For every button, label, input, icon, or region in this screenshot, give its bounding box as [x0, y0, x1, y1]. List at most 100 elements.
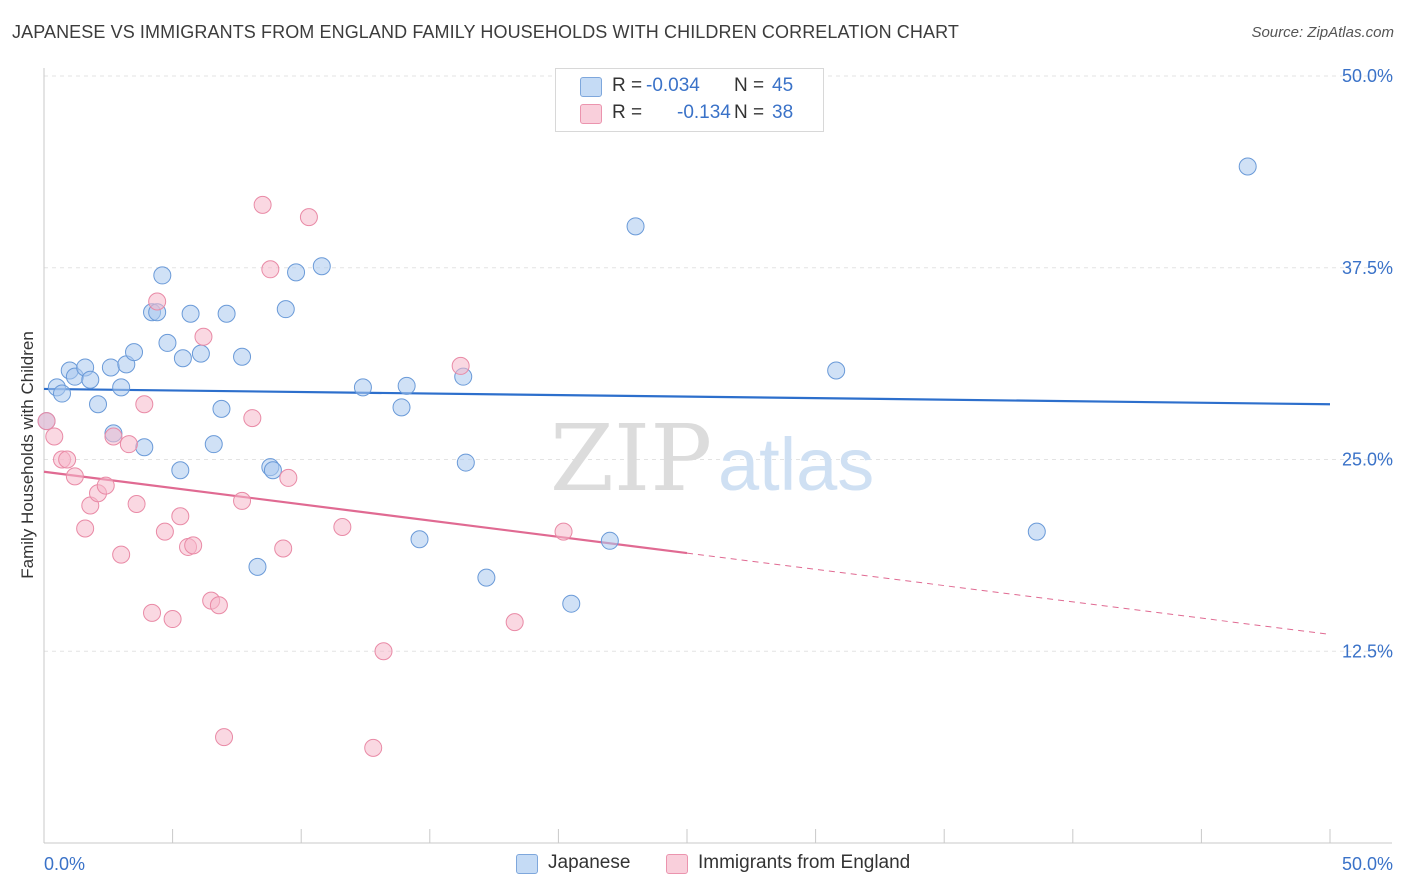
- japanese-point: [410, 530, 429, 549]
- england-point: [194, 327, 213, 346]
- japanese-trend-line: [43, 387, 1331, 406]
- japanese-point: [1027, 522, 1046, 541]
- japanese-point: [153, 266, 172, 285]
- x-tick-label: 0.0%: [44, 854, 85, 874]
- n-label: N =: [734, 75, 765, 96]
- x-ticks: [172, 829, 1331, 843]
- england-point: [253, 195, 272, 214]
- england-point: [155, 522, 174, 541]
- england-point: [184, 536, 203, 555]
- england-legend-label: Immigrants from England: [698, 852, 911, 873]
- england-point: [58, 450, 77, 469]
- japanese-point: [827, 361, 846, 380]
- n-value-japanese: 45: [772, 75, 794, 96]
- japanese-point: [181, 304, 200, 323]
- y-tick-label: 37.5%: [1342, 258, 1393, 278]
- england-swatch: [580, 104, 602, 124]
- x-tick-label: 50.0%: [1342, 854, 1393, 874]
- england-trend-line-dashed: [686, 552, 1331, 635]
- england-point: [374, 642, 393, 661]
- england-point: [76, 519, 95, 538]
- trend-lines: [43, 387, 1331, 635]
- england-point: [112, 545, 131, 564]
- england-point: [45, 427, 64, 446]
- japanese-point: [204, 435, 223, 454]
- japanese-point: [135, 438, 154, 457]
- england-point: [209, 596, 228, 615]
- japanese-point: [477, 568, 496, 587]
- england-point: [215, 728, 234, 747]
- england-point: [119, 435, 138, 454]
- england-point: [299, 208, 318, 227]
- england-point: [163, 610, 182, 629]
- england-point: [451, 356, 470, 375]
- england-point: [104, 427, 123, 446]
- r-value-england: -0.134: [677, 102, 731, 123]
- england-point: [65, 467, 84, 486]
- england-point: [243, 409, 262, 428]
- england-point: [364, 738, 383, 757]
- watermark-zip: ZIP: [550, 405, 712, 512]
- england-point: [96, 476, 115, 495]
- england-point: [37, 412, 56, 431]
- japanese-point: [112, 378, 131, 397]
- england-point: [143, 603, 162, 622]
- r-value-japanese: -0.034: [646, 75, 700, 96]
- r-label: R =: [612, 102, 643, 123]
- r-label: R =: [612, 75, 643, 96]
- japanese-legend-label: Japanese: [548, 852, 631, 873]
- japanese-point: [562, 594, 581, 613]
- x-tick-labels: 0.0% 50.0%: [44, 854, 1393, 874]
- y-tick-labels: 12.5% 25.0% 37.5% 50.0%: [1342, 66, 1393, 661]
- japanese-point: [233, 347, 252, 366]
- watermark: ZIP atlas: [550, 405, 874, 512]
- england-point: [261, 260, 280, 279]
- watermark-atlas: atlas: [718, 423, 874, 506]
- japanese-point: [1238, 157, 1257, 176]
- japanese-point: [626, 217, 645, 236]
- y-tick-label: 12.5%: [1342, 641, 1393, 661]
- japanese-point: [171, 461, 190, 480]
- japanese-point: [89, 395, 108, 414]
- england-legend-swatch: [666, 854, 688, 874]
- y-tick-label: 25.0%: [1342, 450, 1393, 470]
- japanese-point: [312, 257, 331, 276]
- japanese-point: [287, 263, 306, 282]
- england-point: [148, 292, 167, 311]
- chart-title: JAPANESE VS IMMIGRANTS FROM ENGLAND FAMI…: [12, 22, 959, 42]
- japanese-point: [456, 453, 475, 472]
- england-point: [135, 395, 154, 414]
- england-point: [505, 613, 524, 632]
- japanese-point: [173, 349, 192, 368]
- japanese-point: [217, 304, 236, 323]
- japanese-point: [397, 376, 416, 395]
- japanese-point: [158, 333, 177, 352]
- data-points: [37, 157, 1257, 757]
- england-trend-line: [43, 470, 688, 555]
- japanese-point: [101, 358, 120, 377]
- japanese-swatch: [580, 77, 602, 97]
- y-axis-label: Family Households with Children: [18, 331, 37, 579]
- japanese-point: [600, 531, 619, 550]
- japanese-point: [125, 343, 144, 362]
- japanese-legend-swatch: [516, 854, 538, 874]
- japanese-point: [248, 557, 267, 576]
- england-point: [554, 522, 573, 541]
- n-label: N =: [734, 102, 765, 123]
- japanese-point: [392, 398, 411, 417]
- stats-legend: R = -0.034 N = 45 R = -0.134 N = 38: [555, 68, 824, 132]
- n-value-england: 38: [772, 102, 794, 123]
- japanese-point: [276, 300, 295, 319]
- japanese-point: [212, 399, 231, 418]
- england-point: [333, 517, 352, 536]
- japanese-point: [81, 370, 100, 389]
- source-label: Source: ZipAtlas.com: [1251, 24, 1394, 41]
- japanese-point: [191, 344, 210, 363]
- axes: [43, 68, 1392, 844]
- england-point: [233, 491, 252, 510]
- y-tick-label: 50.0%: [1342, 66, 1393, 86]
- japanese-point: [53, 384, 72, 403]
- japanese-point: [263, 461, 282, 480]
- england-point: [279, 468, 298, 487]
